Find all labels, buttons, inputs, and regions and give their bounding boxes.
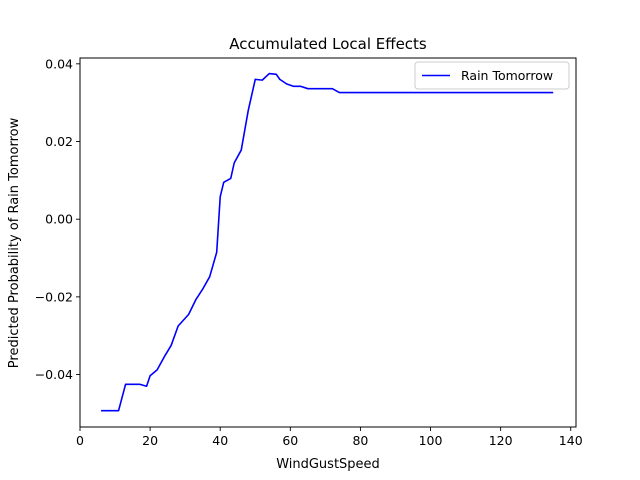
y-axis: −0.04 −0.02 0.00 0.02 0.04 [35,56,80,382]
series-line-rain-tomorrow [101,72,554,412]
y-tick-label: 0.04 [45,56,73,71]
plot-area [101,72,554,412]
plot-frame [79,57,577,428]
chart-title: Accumulated Local Effects [229,35,427,53]
y-tick-label: −0.02 [35,289,73,304]
x-tick-label: 60 [282,433,298,448]
legend: Rain Tomorrow [414,61,570,90]
x-tick-label: 0 [76,433,84,448]
x-tick-label: 20 [142,433,158,448]
x-tick-label: 140 [559,433,583,448]
x-axis: 0 20 40 60 80 100 120 140 [76,427,583,448]
y-tick-label: 0.02 [45,134,73,149]
y-tick-label: −0.04 [35,367,73,382]
x-tick-label: 40 [212,433,228,448]
x-tick-label: 80 [352,433,368,448]
x-tick-label: 120 [489,433,513,448]
legend-label: Rain Tomorrow [461,68,553,83]
y-tick-label: 0.00 [45,212,73,227]
x-tick-label: 100 [419,433,443,448]
x-axis-title: WindGustSpeed [276,457,380,472]
legend-frame [414,61,570,90]
y-axis-title: Predicted Probability of Rain Tomorrow [7,117,22,368]
